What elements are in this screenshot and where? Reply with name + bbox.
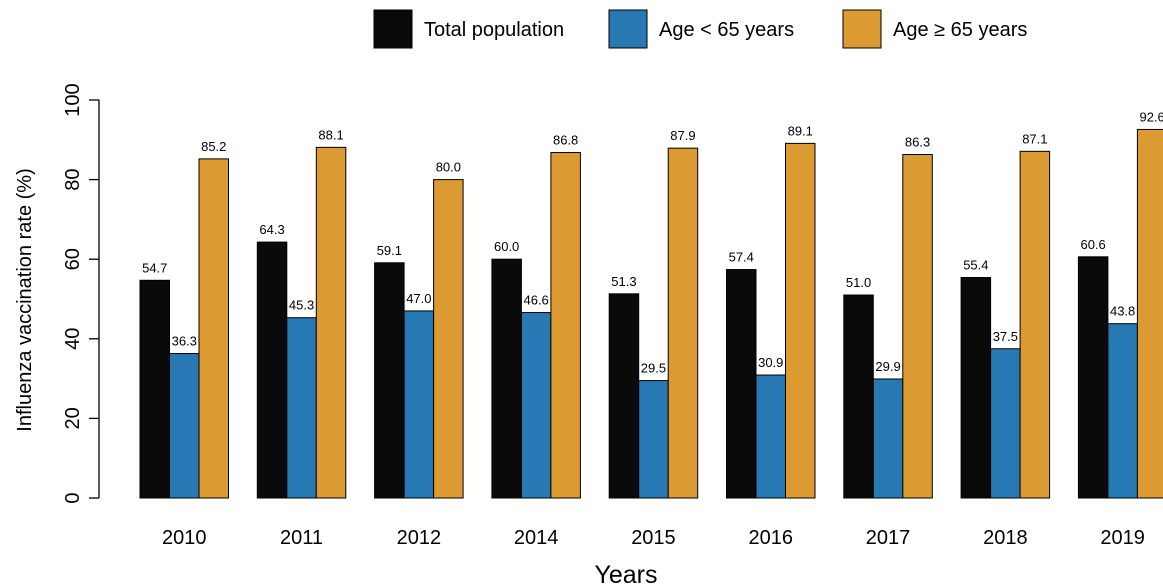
data-label: 85.2 (201, 139, 226, 154)
legend-swatch (608, 9, 648, 49)
bar (315, 146, 347, 499)
data-label: 86.8 (553, 133, 578, 148)
bar (667, 147, 699, 499)
x-tick-label: 2012 (397, 527, 442, 549)
legend-label: Age < 65 years (659, 19, 794, 41)
data-label: 54.7 (142, 260, 167, 275)
bar-group: 57.4 30.9 89.1 (726, 123, 816, 499)
bar (403, 310, 435, 499)
x-axis: 2010 2011 2012 2014 2015 2016 2017 2018 2019 (162, 527, 1145, 549)
bar (198, 158, 229, 499)
x-axis-title: Years (594, 561, 657, 586)
data-label: 59.1 (377, 243, 402, 258)
y-tick-label: 100 (62, 83, 84, 116)
data-label: 46.6 (523, 293, 548, 308)
data-label: 80.0 (436, 160, 461, 175)
y-axis-title: Influenza vaccination rate (%) (14, 168, 36, 431)
bar (374, 262, 405, 499)
x-tick-label: 2017 (866, 527, 911, 549)
data-label: 51.0 (846, 275, 871, 290)
bar-group: 54.7 36.3 85.2 (139, 139, 229, 499)
x-tick-label: 2011 (280, 527, 323, 549)
data-label: 87.1 (1022, 131, 1047, 146)
data-label: 60.0 (494, 239, 519, 254)
bar (256, 241, 288, 499)
data-label: 29.9 (875, 359, 900, 374)
x-tick-label: 2018 (983, 527, 1028, 549)
bar-group: 64.3 45.3 88.1 (256, 127, 347, 499)
data-label: 30.9 (758, 355, 783, 370)
bar (433, 179, 464, 499)
data-label: 51.3 (611, 274, 636, 289)
data-label: 45.3 (289, 298, 314, 313)
bar-group: 51.3 29.5 87.9 (608, 128, 699, 499)
y-tick-label: 0 (62, 492, 84, 503)
data-label: 43.8 (1110, 304, 1135, 319)
bar (638, 380, 669, 499)
bar (843, 294, 874, 499)
x-tick-label: 2016 (749, 527, 794, 549)
data-label: 64.3 (259, 222, 284, 237)
data-label: 60.6 (1080, 237, 1105, 252)
bar-group: 51.0 29.9 86.3 (843, 135, 933, 499)
x-tick-label: 2019 (1100, 527, 1145, 549)
bar (286, 317, 317, 499)
data-label: 36.3 (172, 334, 197, 349)
legend-swatch (373, 9, 413, 49)
bar (608, 293, 640, 499)
y-tick-label: 60 (62, 248, 84, 270)
bar (139, 279, 170, 499)
bar (902, 154, 933, 499)
legend-item: Total population (373, 9, 564, 49)
bar (1077, 256, 1109, 499)
data-label: 37.5 (993, 329, 1018, 344)
bar (491, 258, 522, 499)
data-label: 55.4 (963, 258, 988, 273)
legend-item: Age ≥ 65 years (842, 9, 1027, 49)
x-tick-label: 2015 (631, 527, 676, 549)
bar (1019, 150, 1051, 499)
bar-group: 59.1 47.0 80.0 (374, 160, 464, 499)
legend-swatch (842, 9, 882, 49)
data-label: 57.4 (729, 250, 754, 265)
bar (726, 269, 757, 499)
data-label: 88.1 (318, 127, 343, 142)
data-label: 86.3 (905, 135, 930, 150)
y-axis: 0 20 40 60 80 100 (62, 83, 100, 504)
bar (1107, 323, 1138, 499)
bar (872, 378, 904, 499)
bar (550, 152, 581, 499)
bar-group: 60.0 46.6 86.8 (491, 133, 581, 499)
x-tick-label: 2014 (514, 527, 559, 549)
y-tick-label: 40 (62, 328, 84, 350)
data-label: 47.0 (406, 291, 431, 306)
data-label: 87.9 (670, 128, 695, 143)
y-tick-label: 20 (62, 407, 84, 429)
data-label: 29.5 (641, 361, 666, 376)
bar (1136, 128, 1163, 499)
bar (755, 374, 786, 499)
y-tick-label: 80 (62, 168, 84, 190)
bar (520, 312, 552, 499)
bars: 54.7 36.3 85.2 64.3 45.3 88.1 59.1 47.0 80.0 60.0… (139, 109, 1163, 499)
bar (990, 348, 1021, 499)
legend-label: Age ≥ 65 years (893, 19, 1027, 41)
bar-group: 55.4 37.5 87.1 (960, 131, 1051, 499)
legend: Total population Age < 65 years Age ≥ 65 y… (373, 9, 1027, 49)
bar (785, 142, 816, 499)
x-tick-label: 2010 (162, 527, 207, 549)
legend-item: Age < 65 years (608, 9, 794, 49)
bar-group: 60.6 43.8 92.6 (1077, 109, 1163, 499)
data-label: 89.1 (788, 123, 813, 138)
legend-label: Total population (424, 19, 564, 41)
bar (960, 277, 992, 499)
data-label: 92.6 (1139, 109, 1163, 124)
bar (169, 353, 200, 499)
